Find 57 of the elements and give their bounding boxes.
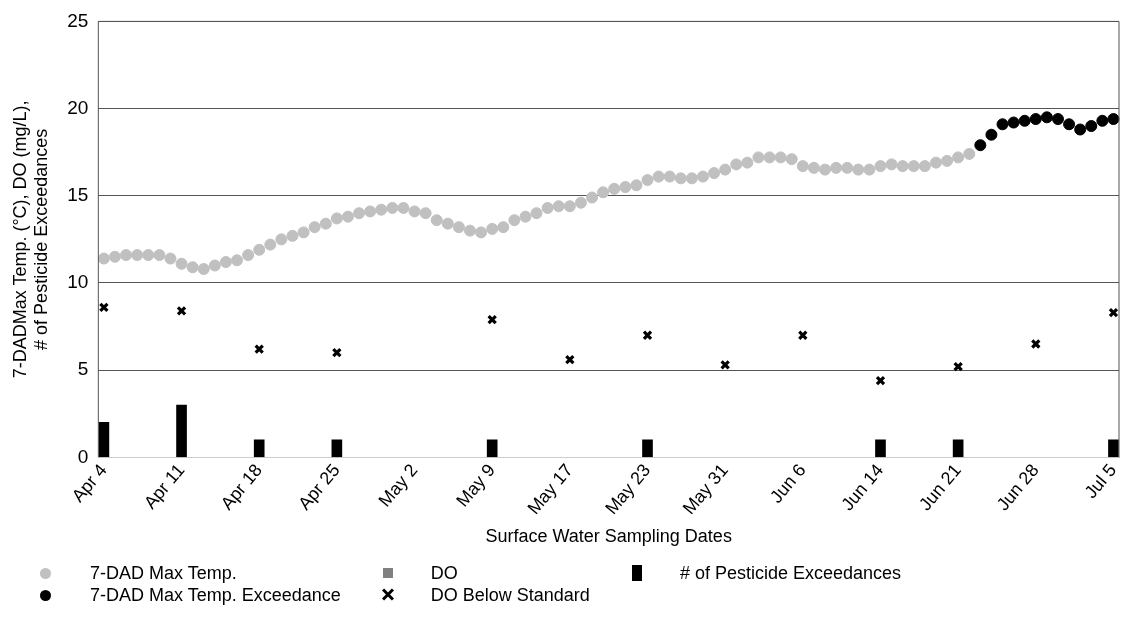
point [1007,116,1020,129]
x-tick-label: May 23 [601,460,655,519]
x-tick-label: Jun 14 [837,460,888,515]
x-axis-title: Surface Water Sampling Dates [485,526,732,547]
x-tick-label: Jun 21 [914,460,965,515]
bar [176,404,187,458]
y-tick-label: 0 [77,445,89,467]
y-tick-label: 10 [67,271,89,293]
point [487,314,498,325]
bar [875,439,886,458]
y-tick-label: 25 [67,9,89,31]
point [1030,338,1041,350]
point [642,330,653,341]
point [564,354,575,365]
y-tick-label: 15 [67,183,89,205]
point [176,305,187,316]
bar [642,439,653,458]
bar [253,439,265,458]
point [1063,118,1076,131]
point [1074,123,1087,136]
point [331,347,342,358]
point [1040,111,1053,124]
x-tick-label: Jun 6 [766,460,810,507]
point [875,375,886,386]
point [1107,113,1120,126]
point [953,361,964,372]
x-tick-label: Apr 11 [139,460,189,513]
point [1029,113,1042,126]
point [985,128,998,141]
x-tick-label: Apr 18 [216,460,267,514]
bar [331,439,343,458]
point [98,302,110,313]
y-tick-label: 20 [67,96,89,118]
bar [952,439,964,458]
bar [98,422,110,458]
point [1096,114,1109,127]
point [1085,120,1098,133]
point [797,330,808,341]
x-tick-label: Jun 28 [992,460,1043,515]
point [996,118,1009,131]
point [720,359,731,371]
bar [486,439,498,458]
point [1108,307,1119,318]
y-tick-label: 5 [77,358,89,380]
legend-label: 7-DAD Max Temp. [90,562,237,584]
point [1018,114,1031,127]
legend-label: DO Below Standard [430,584,590,606]
legend-label: DO [430,562,458,584]
legend-label: # of Pesticide Exceedances [679,562,902,584]
legend-label: 7-DAD Max Temp. Exceedance [90,584,341,606]
x-tick-label: Apr 25 [294,460,344,514]
point [254,344,265,355]
point [974,139,987,152]
y-axis-title: 7-DADMax Temp. (°C), DO (mg/L), # of Pesticide Exceedances [9,100,52,379]
bar [1108,439,1119,458]
point [1051,113,1064,126]
x-tick-label: Jul 5 [1080,460,1121,503]
